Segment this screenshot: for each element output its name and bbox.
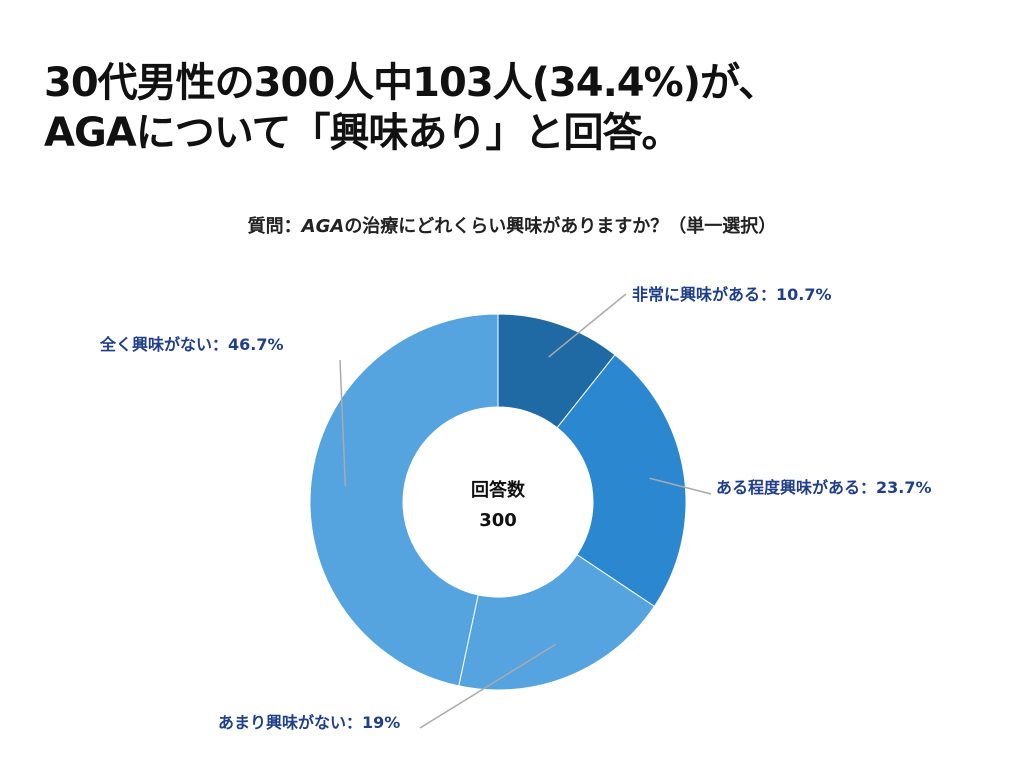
- slice-very-interested-label: 非常に興味がある：10.7%: [632, 285, 832, 304]
- slice-somewhat-interested-label: ある程度興味がある：23.7%: [716, 478, 932, 497]
- headline: 30代男性の300人中103人(34.4%)が、 AGAについて「興味あり」と回…: [44, 58, 1004, 158]
- slice-not-very-interested-label: あまり興味がない：19%: [218, 713, 400, 732]
- headline-line-2: AGAについて「興味あり」と回答。: [44, 110, 682, 156]
- question-italic: AGA: [301, 216, 345, 237]
- slice-somewhat-interested-leader-line: [649, 477, 712, 495]
- question-text: 質問：AGAの治療にどれくらい興味がありますか？（単一選択）: [0, 212, 1024, 238]
- slice-not-interested-leader-line: [339, 359, 347, 486]
- question-rest: の治療にどれくらい興味がありますか？（単一選択）: [344, 216, 777, 237]
- slice-very-interested-leader-line: [548, 293, 627, 358]
- slice-not-very-interested: [458, 554, 656, 691]
- center-total-value: 300: [479, 510, 517, 531]
- slice-not-interested-label: 全く興味がない：46.7%: [99, 335, 284, 354]
- question-prefix: 質問：: [247, 216, 302, 237]
- slice-labels: 非常に興味がある：10.7% ある程度興味がある：23.7% あまり興味がない：19…: [99, 285, 932, 732]
- donut-slices: [309, 313, 687, 691]
- slice-not-very-interested-leader-line: [419, 643, 557, 729]
- headline-line-1: 30代男性の300人中103人(34.4%)が、: [44, 60, 778, 106]
- slice-somewhat-interested: [556, 354, 687, 608]
- leader-lines: [339, 293, 712, 729]
- center-total-label: 回答数: [471, 479, 526, 501]
- slice-not-interested: [309, 313, 499, 687]
